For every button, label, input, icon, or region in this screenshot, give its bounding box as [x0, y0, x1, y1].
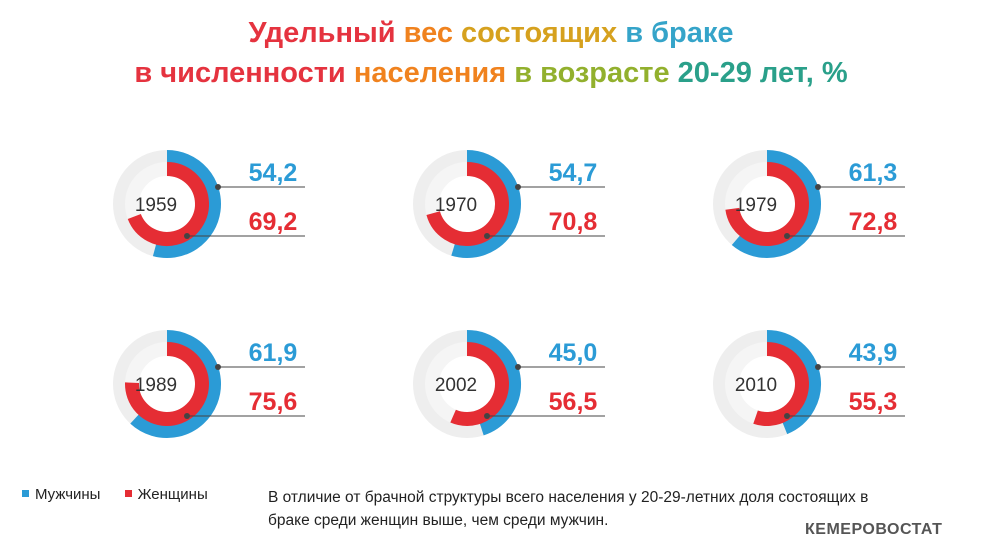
men-value-1970: 54,7 — [549, 159, 598, 187]
legend-item-women: Женщины — [124, 486, 208, 503]
men-arc-1959 — [152, 150, 221, 258]
women-value-2002: 56,5 — [549, 388, 598, 416]
women-leader-dot-1979 — [784, 233, 790, 239]
women-arc-2010 — [753, 342, 809, 426]
men-arc-1979 — [731, 150, 821, 258]
men-leader-dot-1979 — [815, 184, 821, 190]
legend-item-men: Мужчины — [22, 486, 100, 503]
title-line-1-part-2: состоящих — [461, 17, 626, 49]
legend: Мужчины Женщины — [22, 486, 228, 503]
women-value-1979: 72,8 — [849, 208, 898, 236]
year-label-1989: 1989 — [135, 375, 177, 396]
chart-title-line-2: в численности населения в возрасте 20-29… — [0, 55, 982, 91]
men-value-1989: 61,9 — [249, 339, 298, 367]
year-label-2010: 2010 — [735, 375, 777, 396]
men-arc-2010 — [766, 330, 821, 435]
men-leader-dot-1970 — [515, 184, 521, 190]
women-value-2010: 55,3 — [849, 388, 898, 416]
men-arc-2002 — [466, 330, 521, 436]
women-arc-2002 — [450, 342, 509, 426]
women-value-1959: 69,2 — [249, 208, 298, 236]
women-leader-dot-1970 — [484, 233, 490, 239]
women-value-1970: 70,8 — [549, 208, 598, 236]
footnote: В отличие от брачной структуры всего нас… — [268, 489, 869, 529]
title-line-1-part-3: в браке — [625, 17, 734, 49]
women-leader-dot-2010 — [784, 413, 790, 419]
men-leader-dot-1959 — [215, 184, 221, 190]
men-arc-1989 — [130, 330, 221, 438]
women-value-1989: 75,6 — [249, 388, 298, 416]
legend-label-women: Женщины — [137, 486, 208, 503]
women-leader-dot-2002 — [484, 413, 490, 419]
men-value-1959: 54,2 — [249, 159, 298, 187]
title-line-1-part-0: Удельный — [248, 17, 404, 49]
women-leader-dot-1959 — [184, 233, 190, 239]
men-value-2010: 43,9 — [849, 339, 898, 367]
men-value-2002: 45,0 — [549, 339, 598, 367]
women-arc-1979 — [725, 162, 809, 246]
year-label-2002: 2002 — [435, 375, 477, 396]
brand-logo-text: КЕМЕРОВОСТАТ — [805, 521, 943, 538]
women-arc-1970 — [426, 162, 509, 246]
women-leader-dot-1989 — [184, 413, 190, 419]
year-label-1959: 1959 — [135, 195, 177, 216]
chart-title-line-1: Удельный вес состоящих в браке — [0, 15, 982, 51]
year-label-1970: 1970 — [435, 195, 477, 216]
legend-swatch-men — [22, 490, 29, 497]
men-leader-dot-2002 — [515, 364, 521, 370]
men-value-1979: 61,3 — [849, 159, 898, 187]
title-line-2-part-3: 20-29 лет, % — [677, 57, 848, 89]
women-arc-1989 — [125, 342, 209, 426]
title-line-1-part-1: вес — [403, 17, 462, 49]
women-arc-1959 — [127, 162, 209, 246]
title-line-2-part-2: в возрасте — [514, 57, 678, 89]
men-leader-dot-1989 — [215, 364, 221, 370]
men-leader-dot-2010 — [815, 364, 821, 370]
men-arc-1970 — [451, 150, 521, 258]
title-line-2-part-0: в численности — [134, 57, 354, 89]
year-label-1979: 1979 — [735, 195, 777, 216]
legend-swatch-women — [124, 490, 132, 497]
title-line-2-part-1: населения — [353, 57, 515, 89]
legend-label-men: Мужчины — [35, 486, 101, 503]
